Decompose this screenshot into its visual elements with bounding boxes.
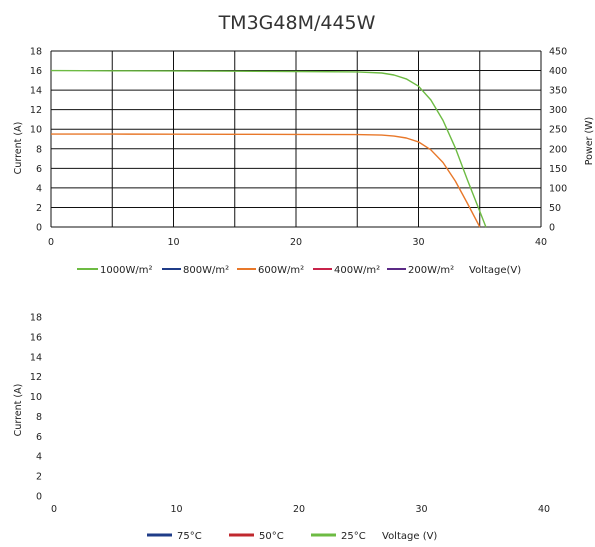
chart1-y2-tick-250: 250 <box>549 125 567 136</box>
chart2-y-tick-12: 12 <box>30 372 42 383</box>
chart1-y-tick-4: 4 <box>36 183 42 194</box>
chart1-y-tick-8: 8 <box>36 144 42 155</box>
chart2-x-tick-10: 10 <box>170 504 182 515</box>
chart1-y-tick-16: 16 <box>30 66 42 77</box>
chart2-y-tick-4: 4 <box>36 452 42 463</box>
series-line-600wm <box>51 133 481 228</box>
chart2-y-tick-18: 18 <box>30 313 42 324</box>
chart1-y2-tick-100: 100 <box>549 183 567 194</box>
chart1-y2-tick-50: 50 <box>549 203 561 214</box>
chart1-y-tick-18: 18 <box>30 47 42 58</box>
chart2-x-tick-40: 40 <box>538 504 550 515</box>
chart-title: TM3G48M/445W <box>218 12 376 34</box>
chart1-y2-tick-200: 200 <box>549 144 567 155</box>
chart1-x-tick-30: 30 <box>412 237 424 248</box>
chart2-x-tick-20: 20 <box>293 504 305 515</box>
series-line-1000wm <box>50 69 487 228</box>
chart1-y-tick-12: 12 <box>30 105 42 116</box>
chart2-legend: 75°C 50°C 25°C Voltage (V) <box>147 531 437 542</box>
chart2-x-tick-30: 30 <box>415 504 427 515</box>
legend-label-1000: 1000W/m² <box>100 265 152 276</box>
chart2-x-axis-label: Voltage (V) <box>382 531 437 542</box>
chart1-y2-tick-150: 150 <box>549 164 567 175</box>
chart1-x-tick-0: 0 <box>48 237 54 248</box>
legend-label-400: 400W/m² <box>334 265 380 276</box>
chart1-y-tick-6: 6 <box>36 164 42 175</box>
chart1-x-tick-20: 20 <box>290 237 302 248</box>
chart2-y-tick-16: 16 <box>30 332 42 343</box>
chart1-y2-tick-450: 450 <box>549 47 567 58</box>
chart2-y-tick-10: 10 <box>30 392 42 403</box>
legend-label-25c: 25°C <box>341 531 366 542</box>
chart1-legend: 1000W/m² 800W/m² 600W/m² 400W/m² 200W/m²… <box>77 265 521 276</box>
chart1-y2-tick-400: 400 <box>549 66 567 77</box>
chart1-y2-tick-300: 300 <box>549 105 567 116</box>
chart1-y2-tick-350: 350 <box>549 86 567 97</box>
chart2-y-axis-label: Current (A) <box>13 384 24 437</box>
legend-label-75c: 75°C <box>177 531 202 542</box>
chart1-y-tick-10: 10 <box>30 125 42 136</box>
chart2-y-tick-0: 0 <box>36 492 42 503</box>
chart1-x-tick-10: 10 <box>167 237 179 248</box>
chart2-y-tick-14: 14 <box>30 352 42 363</box>
legend-label-50c: 50°C <box>259 531 284 542</box>
chart2-x-tick-0: 0 <box>51 504 57 515</box>
chart1-y-tick-14: 14 <box>30 86 42 97</box>
chart2-y-tick-2: 2 <box>36 472 42 483</box>
chart1-y2-axis-label: Power (W) <box>584 117 595 166</box>
chart1-x-tick-40: 40 <box>535 237 547 248</box>
legend-label-800: 800W/m² <box>183 265 229 276</box>
chart1-y-tick-0: 0 <box>36 223 42 234</box>
chart2-y-tick-6: 6 <box>36 432 42 443</box>
chart1-y-tick-2: 2 <box>36 203 42 214</box>
chart1-x-axis-label: Voltage(V) <box>469 265 521 276</box>
chart1-y-axis-label: Current (A) <box>13 122 24 175</box>
legend-label-600: 600W/m² <box>258 265 304 276</box>
chart2-y-tick-8: 8 <box>36 412 42 423</box>
chart1-y2-tick-0: 0 <box>549 223 555 234</box>
legend-label-200: 200W/m² <box>408 265 454 276</box>
